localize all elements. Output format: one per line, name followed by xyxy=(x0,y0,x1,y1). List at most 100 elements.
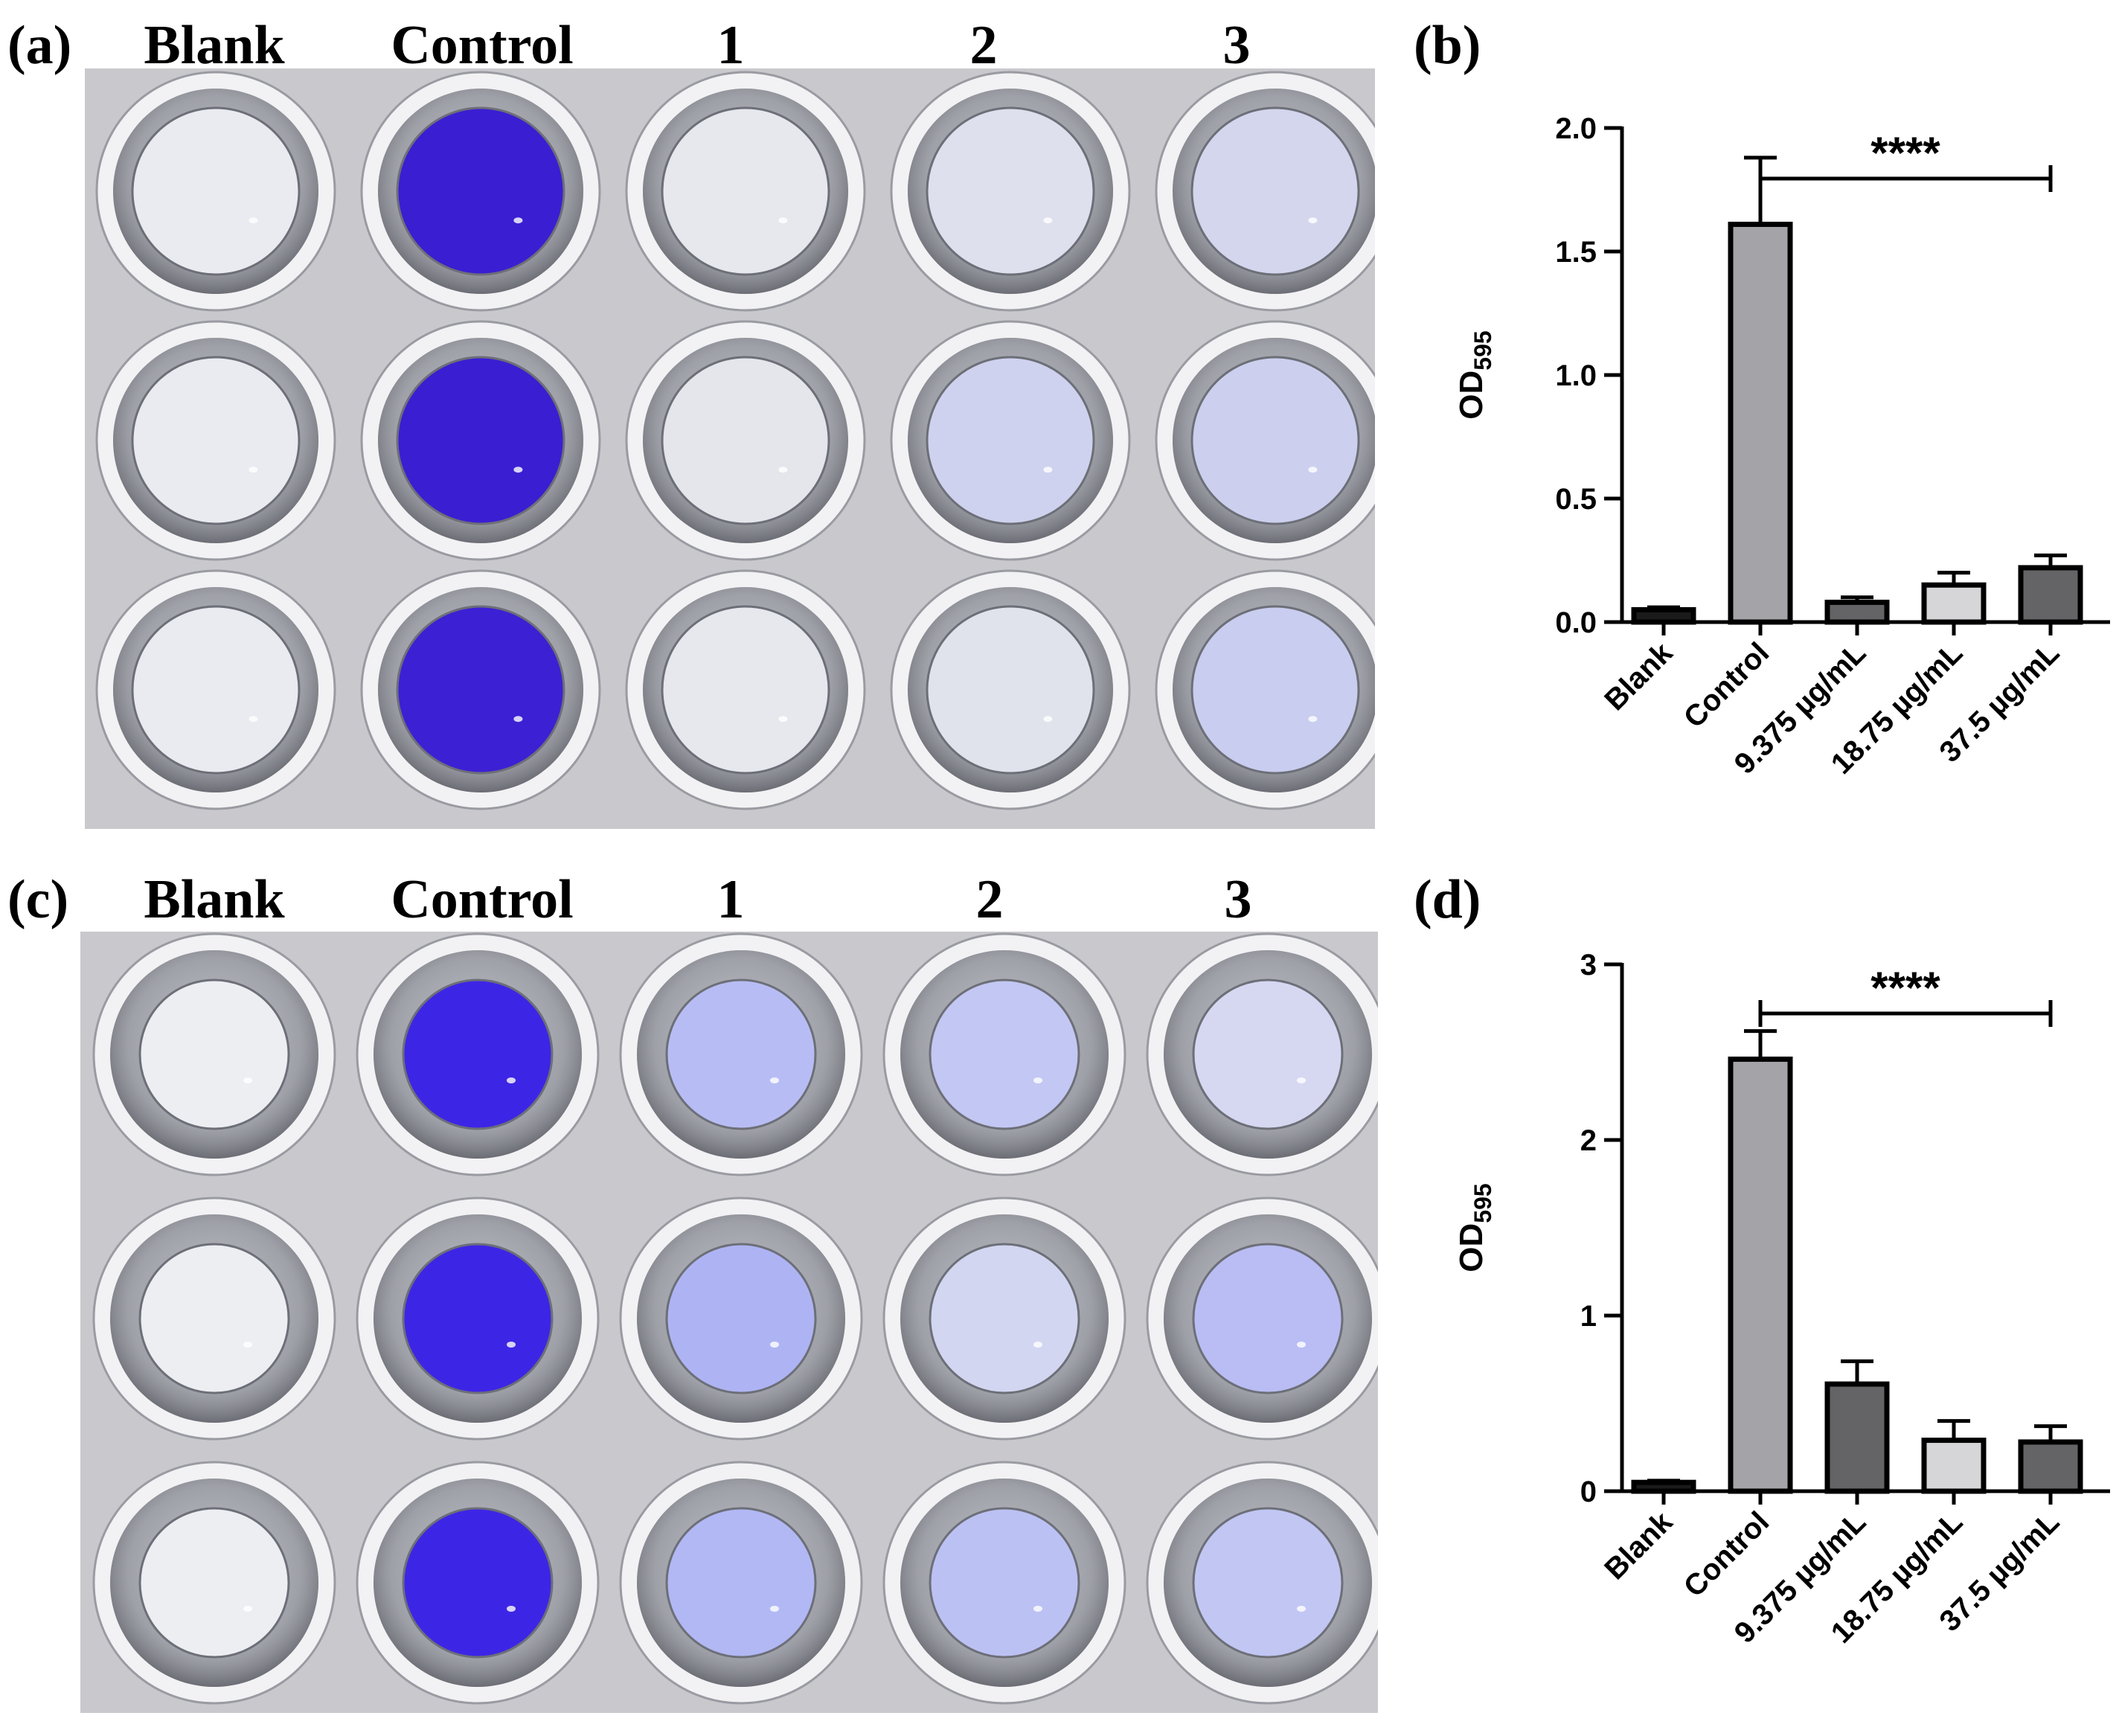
well-plate-photo-c xyxy=(80,932,1378,1713)
well-disc xyxy=(665,978,817,1130)
well-highlight xyxy=(1297,1606,1306,1612)
y-tick-label: 1 xyxy=(1580,1300,1597,1333)
well-highlight xyxy=(513,716,523,723)
column-label-3-c: 3 xyxy=(1224,869,1252,930)
well-r1-c3 xyxy=(619,932,863,1176)
well-disc xyxy=(661,605,830,775)
bar-4 xyxy=(1921,582,1987,625)
column-label-blank: Blank xyxy=(144,15,285,76)
well-r2-c3 xyxy=(625,320,866,561)
x-tick-label: Control xyxy=(1678,1505,1776,1604)
well-highlight xyxy=(1297,1342,1306,1348)
well-r2-c2 xyxy=(356,1197,600,1441)
well-r2-c2 xyxy=(360,320,601,561)
well-disc xyxy=(396,605,565,775)
well-disc xyxy=(396,356,565,525)
well-highlight xyxy=(1308,467,1318,473)
well-r3-c2 xyxy=(356,1461,600,1705)
bar-1 xyxy=(1631,1479,1696,1494)
column-label-1: 1 xyxy=(717,15,745,76)
well-highlight xyxy=(1308,217,1318,224)
well-disc xyxy=(131,605,301,775)
panel-b-letter: (b) xyxy=(1414,15,1481,76)
bar-3 xyxy=(1824,1381,1890,1494)
well-disc xyxy=(402,1243,554,1394)
well-r2-c4 xyxy=(882,1197,1126,1441)
well-disc xyxy=(131,356,301,525)
well-highlight xyxy=(1043,467,1053,473)
well-disc xyxy=(138,978,290,1130)
well-r2-c1 xyxy=(92,1197,336,1441)
well-highlight xyxy=(243,1342,252,1348)
well-r3-c3 xyxy=(619,1461,863,1705)
well-highlight xyxy=(1297,1077,1306,1083)
panel-c-letter: (c) xyxy=(7,869,69,930)
well-highlight xyxy=(249,217,258,224)
well-disc xyxy=(929,978,1080,1130)
well-highlight xyxy=(513,217,523,224)
well-r2-c3 xyxy=(619,1197,863,1441)
well-r1-c1 xyxy=(95,71,336,312)
y-tick-label: 1.0 xyxy=(1555,359,1597,392)
x-tick-label: Blank xyxy=(1598,636,1679,717)
well-r1-c5 xyxy=(1155,71,1375,312)
y-tick-label: 1.5 xyxy=(1555,236,1597,269)
well-highlight xyxy=(770,1077,779,1083)
column-label-blank-c: Blank xyxy=(144,869,285,930)
bar-2 xyxy=(1728,221,1793,625)
significance-label: **** xyxy=(1870,963,1940,1013)
well-r3-c3 xyxy=(625,569,866,810)
column-label-control-c: Control xyxy=(391,869,574,930)
well-r1-c2 xyxy=(360,71,601,312)
well-r3-c4 xyxy=(882,1461,1126,1705)
well-disc xyxy=(929,1507,1080,1659)
well-disc xyxy=(1190,356,1360,525)
panel-a-letter: (a) xyxy=(7,15,72,76)
column-label-2: 2 xyxy=(969,15,998,76)
well-disc xyxy=(1192,1507,1344,1659)
well-disc xyxy=(926,106,1095,276)
well-disc xyxy=(929,1243,1080,1394)
well-disc xyxy=(661,106,830,276)
well-highlight xyxy=(249,467,258,473)
column-label-1-c: 1 xyxy=(717,869,745,930)
well-r1-c5 xyxy=(1146,932,1378,1176)
well-highlight xyxy=(507,1606,516,1612)
x-tick-label: Control xyxy=(1678,636,1776,734)
well-highlight xyxy=(1308,716,1318,723)
well-r3-c1 xyxy=(92,1461,336,1705)
well-r3-c2 xyxy=(360,569,601,810)
y-tick-label: 3 xyxy=(1580,949,1597,981)
well-disc xyxy=(926,605,1095,775)
column-label-control: Control xyxy=(391,15,574,76)
bar-5 xyxy=(2018,1439,2083,1494)
well-disc xyxy=(402,1507,554,1659)
well-disc xyxy=(1190,106,1360,276)
well-disc xyxy=(402,978,554,1130)
well-plate-photo-a xyxy=(85,68,1375,829)
well-disc xyxy=(661,356,830,525)
well-highlight xyxy=(243,1606,252,1612)
well-r2-c1 xyxy=(95,320,336,561)
column-label-2-c: 2 xyxy=(975,869,1004,930)
well-highlight xyxy=(778,716,788,723)
well-disc xyxy=(131,106,301,276)
well-disc xyxy=(665,1507,817,1659)
well-disc xyxy=(138,1243,290,1394)
well-highlight xyxy=(249,716,258,723)
x-tick-label: Blank xyxy=(1598,1505,1679,1586)
well-r3-c1 xyxy=(95,569,336,810)
well-highlight xyxy=(507,1342,516,1348)
well-highlight xyxy=(1033,1077,1042,1083)
bar-4 xyxy=(1921,1438,1987,1494)
well-r1-c4 xyxy=(890,71,1131,312)
well-r3-c4 xyxy=(890,569,1131,810)
well-highlight xyxy=(1043,716,1053,723)
well-r3-c5 xyxy=(1155,569,1375,810)
well-disc xyxy=(926,356,1095,525)
well-r1-c3 xyxy=(625,71,866,312)
well-highlight xyxy=(770,1606,779,1612)
y-tick-label: 2 xyxy=(1580,1124,1597,1157)
well-highlight xyxy=(1033,1606,1042,1612)
well-disc xyxy=(1190,605,1360,775)
